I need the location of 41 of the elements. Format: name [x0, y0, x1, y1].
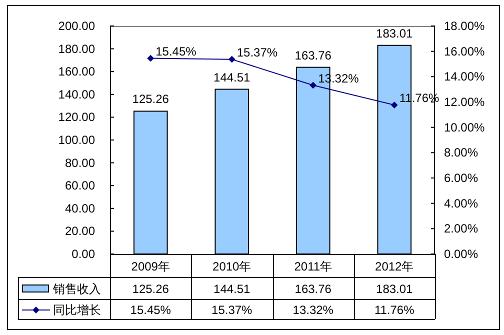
x-tick-label: 2009年 — [131, 260, 170, 274]
data-label: 125.26 — [132, 92, 169, 106]
table-cell: 144.51 — [214, 282, 250, 296]
y2-tick-label: 2.00% — [444, 222, 478, 236]
table-cell: 163.76 — [294, 282, 332, 296]
y2-tick-label: 12.00% — [444, 95, 485, 109]
x-tick-label: 2012年 — [375, 260, 414, 274]
y2-tick-label: 16.00% — [444, 44, 485, 58]
legend-label: 销售收入 — [53, 282, 101, 296]
y-tick-label: 0.00 — [72, 247, 95, 261]
data-label: 183.01 — [376, 26, 413, 40]
data-label: 163.76 — [294, 48, 332, 62]
y2-tick-label: 18.00% — [444, 19, 485, 33]
y-tick-label: 200.00 — [58, 19, 95, 33]
y-tick-label: 140.00 — [58, 87, 95, 102]
x-tick-label: 2010年 — [212, 260, 252, 274]
table-cell: 183.01 — [376, 282, 413, 296]
y2-tick-label: 0.00% — [444, 247, 478, 261]
y-tick-label: 100.00 — [58, 133, 95, 147]
y2-tick-label: 4.00% — [444, 196, 478, 210]
data-label: 144.51 — [214, 70, 250, 84]
y2-tick-label: 10.00% — [444, 120, 485, 134]
y-tick-label: 120.00 — [58, 110, 95, 124]
y-tick-label: 180.00 — [58, 42, 95, 56]
table-cell: 13.32% — [292, 303, 334, 317]
data-label: 15.45% — [156, 44, 196, 58]
y-tick-label: 160.00 — [58, 64, 95, 79]
y-tick-label: 80.00 — [64, 156, 95, 170]
x-tick-label: 2011年 — [294, 260, 332, 274]
table-cell: 11.76% — [374, 303, 414, 317]
data-label: 15.37% — [236, 45, 278, 60]
y-tick-label: 20.00 — [64, 224, 95, 238]
table-cell: 125.26 — [132, 282, 169, 296]
y-tick-label: 60.00 — [64, 178, 95, 193]
y2-tick-label: 14.00% — [444, 70, 485, 84]
y2-tick-label: 6.00% — [444, 171, 478, 185]
y2-tick-label: 8.00% — [444, 146, 478, 160]
legend-label: 同比增长 — [53, 303, 101, 317]
table-cell: 15.37% — [212, 303, 252, 317]
y-tick-label: 40.00 — [64, 201, 95, 216]
table-cell: 15.45% — [130, 303, 171, 317]
